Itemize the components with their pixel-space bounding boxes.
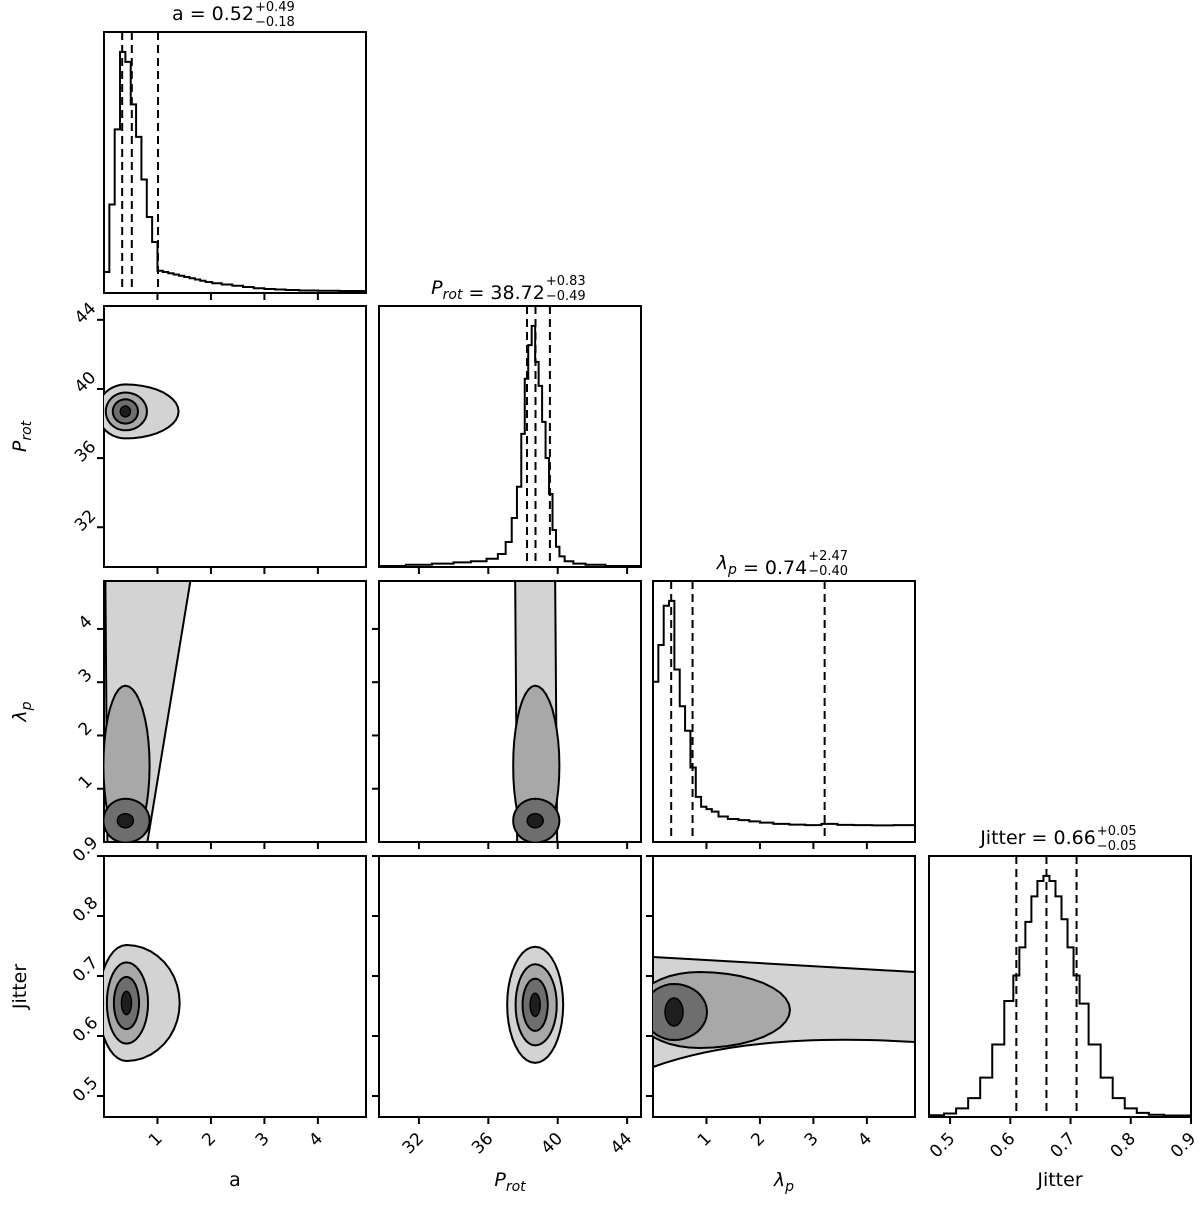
x-tick-label: 0.6 — [986, 1129, 1019, 1162]
x-tick-label: 3 — [801, 1129, 823, 1151]
histogram-jitter — [928, 855, 1192, 1118]
x-tick-label: 36 — [468, 1129, 497, 1158]
title-minus: −0.40 — [808, 564, 848, 579]
contour-a-lambda_p — [103, 580, 367, 843]
y-tick-label: 0.5 — [69, 1073, 102, 1106]
y-tick-label: 32 — [71, 506, 100, 535]
y-tick-label: 44 — [71, 299, 100, 328]
title-minus: −0.05 — [1097, 839, 1137, 854]
x-axis-label-p_rot: Prot — [494, 1169, 526, 1195]
x-axis-label-lambda_p: λp — [773, 1169, 794, 1195]
x-tick-label: 32 — [399, 1129, 428, 1158]
x-axis-label-jitter: Jitter — [1036, 1169, 1082, 1191]
title-plus: +0.49 — [255, 0, 295, 15]
x-tick-label: 0.8 — [1107, 1129, 1140, 1162]
x-tick-label: 0.5 — [926, 1129, 959, 1162]
y-axis-label-lambda_p: λp — [9, 701, 35, 722]
panel-title-p_rot: Prot = 38.72 — [431, 277, 545, 304]
x-tick-label: 2 — [198, 1129, 220, 1151]
y-tick-label: 40 — [71, 368, 100, 397]
histogram-step — [929, 874, 1191, 1117]
histogram-step — [104, 50, 366, 292]
y-axis-label-jitter: Jitter — [9, 964, 31, 1010]
y-tick-label: 2 — [75, 718, 97, 740]
panel-frame — [378, 580, 642, 843]
y-tick-label: 36 — [71, 437, 100, 466]
y-tick-label: 1 — [75, 771, 97, 793]
x-tick-label: 1 — [145, 1129, 167, 1151]
x-axis-label-a: a — [229, 1169, 241, 1191]
contour-lambda_p-jitter — [652, 855, 916, 1118]
x-tick-label: 0.9 — [1167, 1129, 1200, 1162]
x-tick-label: 2 — [747, 1129, 769, 1151]
panel-frame — [378, 305, 642, 568]
contour-a-p_rot — [103, 305, 367, 568]
y-tick-label: 0.9 — [69, 833, 102, 866]
panel-title-a: a = 0.52 — [172, 3, 254, 25]
y-axis-label-p_rot: Prot — [9, 420, 35, 452]
panel-title-lambda_p: λp = 0.74 — [716, 552, 807, 579]
title-minus: −0.18 — [255, 15, 295, 30]
x-tick-label: 1 — [694, 1129, 716, 1151]
y-tick-label: 3 — [75, 665, 97, 687]
y-tick-label: 0.6 — [69, 1013, 102, 1046]
histogram-lambda_p — [652, 580, 916, 843]
histogram-a — [103, 31, 367, 294]
y-tick-label: 0.8 — [69, 893, 102, 926]
x-tick-label: 4 — [854, 1129, 876, 1151]
contour-p_rot-lambda_p — [378, 580, 642, 843]
y-tick-label: 4 — [75, 612, 97, 634]
title-plus: +2.47 — [808, 549, 848, 564]
x-tick-label: 4 — [305, 1129, 327, 1151]
contour-a-jitter — [103, 855, 367, 1118]
panel-title-jitter: Jitter = 0.66 — [979, 827, 1096, 849]
panel-frame — [652, 580, 916, 843]
y-tick-label: 0.7 — [69, 953, 102, 986]
histogram-p_rot — [378, 305, 642, 568]
x-tick-label: 40 — [537, 1129, 566, 1158]
panel-frame — [103, 31, 367, 294]
contour-p_rot-jitter — [378, 855, 642, 1118]
x-tick-label: 0.7 — [1046, 1129, 1079, 1162]
histogram-step — [653, 599, 915, 827]
title-plus: +0.05 — [1097, 824, 1137, 839]
histogram-step — [379, 324, 641, 567]
x-tick-label: 3 — [252, 1129, 274, 1151]
title-plus: +0.83 — [546, 274, 586, 289]
title-minus: −0.49 — [546, 289, 586, 304]
x-tick-label: 44 — [607, 1129, 636, 1158]
panel-frame — [928, 855, 1192, 1118]
